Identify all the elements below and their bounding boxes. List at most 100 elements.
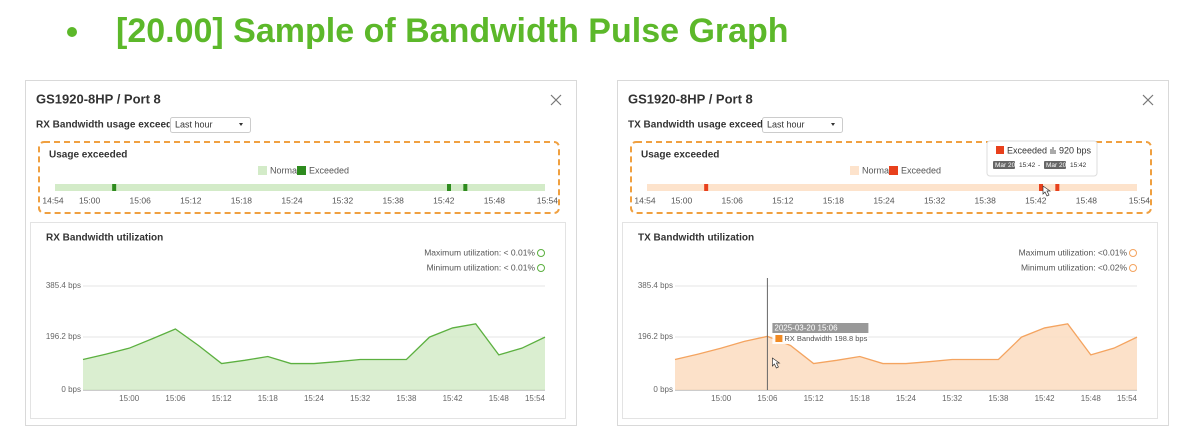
legend-swatch bbox=[889, 166, 898, 175]
close-button[interactable] bbox=[550, 94, 562, 106]
timeline-tick-label: 14:54 bbox=[42, 195, 64, 205]
tooltip-chip-text: 15:42 bbox=[1070, 162, 1087, 169]
tooltip-swatch bbox=[775, 335, 783, 342]
min-utilization: Minimum utilization: < 0.01% bbox=[427, 262, 536, 272]
timeline-tick-label: 15:24 bbox=[281, 195, 303, 205]
tooltip-value: 920 bps bbox=[1059, 145, 1092, 155]
legend-swatch bbox=[850, 166, 859, 175]
dropdown[interactable] bbox=[762, 117, 843, 133]
x-tick-label: 15:12 bbox=[804, 394, 825, 403]
y-tick-label: 0 bps bbox=[61, 385, 81, 394]
x-tick-label: 15:38 bbox=[988, 394, 1009, 403]
line bbox=[82, 323, 546, 365]
utilization-box bbox=[30, 222, 566, 419]
utilization-icon bbox=[1129, 264, 1137, 272]
utilization-icon bbox=[537, 264, 545, 272]
tooltip-swatch bbox=[996, 146, 1004, 154]
exceeded-mark bbox=[447, 184, 451, 191]
tooltip-header bbox=[772, 323, 869, 333]
utilization-title: RX Bandwidth utilization bbox=[46, 233, 163, 244]
area bbox=[675, 323, 1137, 390]
line bbox=[674, 323, 1138, 365]
timeline-tick-label: 15:00 bbox=[671, 195, 693, 205]
x-tick-label: 15:06 bbox=[757, 394, 778, 403]
timeline-tick-label: 15:12 bbox=[180, 195, 202, 205]
usage-title: Usage exceeded bbox=[49, 150, 127, 161]
filter-label: TX Bandwidth usage exceeded bbox=[628, 120, 775, 131]
dropdown-caret bbox=[239, 123, 243, 126]
dropdown-caret bbox=[831, 123, 835, 126]
exceeded-mark bbox=[1055, 184, 1060, 191]
tooltip-chip bbox=[1044, 161, 1066, 169]
tooltip-icon bbox=[1050, 147, 1056, 154]
panel-header: GS1920-8HP / Port 8 bbox=[628, 91, 753, 106]
x-tick-label: 15:42 bbox=[1035, 394, 1056, 403]
timeline-tick-label: 15:42 bbox=[1025, 195, 1047, 205]
tooltip-series: RX Bandwidth bbox=[784, 334, 832, 343]
y-tick-label: 196.2 bps bbox=[46, 332, 81, 341]
tooltip-chip-text: - bbox=[1038, 162, 1040, 169]
exceeded-mark bbox=[1039, 184, 1043, 191]
x-tick-label: 15:38 bbox=[396, 394, 417, 403]
timeline-tick-label: 15:38 bbox=[975, 195, 997, 205]
x-tick-label: 15:24 bbox=[896, 394, 917, 403]
x-tick-label: 15:54 bbox=[525, 394, 546, 403]
bullet bbox=[67, 27, 77, 37]
x-tick-label: 15:06 bbox=[165, 394, 186, 403]
usage-box bbox=[630, 141, 1152, 214]
timeline-tick-label: 15:18 bbox=[231, 195, 253, 205]
timeline-tick-label: 15:48 bbox=[484, 195, 506, 205]
x-tick-label: 15:48 bbox=[489, 394, 510, 403]
usage-box bbox=[38, 141, 560, 214]
timeline-tick-label: 15:00 bbox=[79, 195, 101, 205]
timeline-tick-label: 15:42 bbox=[433, 195, 455, 205]
tooltip-time: 2025-03-20 15:06 bbox=[774, 324, 838, 333]
usage-title: Usage exceeded bbox=[641, 150, 719, 161]
page-title: [20.00] Sample of Bandwidth Pulse Graph bbox=[116, 12, 789, 50]
y-tick-label: 385.4 bps bbox=[46, 281, 81, 290]
timeline-tick-label: 15:06 bbox=[722, 195, 744, 205]
timeline-tick-label: 15:06 bbox=[130, 195, 152, 205]
utilization-title: TX Bandwidth utilization bbox=[638, 233, 754, 244]
timeline-tick-label: 14:54 bbox=[634, 195, 656, 205]
x-tick-label: 15:18 bbox=[850, 394, 871, 403]
timeline-tick-label: 15:32 bbox=[924, 195, 946, 205]
timeline-tick-label: 15:54 bbox=[1129, 195, 1151, 205]
y-tick-label: 0 bps bbox=[653, 385, 673, 394]
utilization-icon bbox=[1129, 249, 1137, 257]
max-utilization: Maximum utilization: < 0.01% bbox=[424, 247, 535, 257]
filter-label: RX Bandwidth usage exceeded bbox=[36, 120, 184, 131]
utilization-icon bbox=[537, 249, 545, 257]
area bbox=[83, 323, 545, 390]
timeline-tick-label: 15:38 bbox=[383, 195, 405, 205]
x-tick-label: 15:32 bbox=[942, 394, 963, 403]
x-tick-label: 15:48 bbox=[1081, 394, 1102, 403]
min-utilization: Minimum utilization: <0.02% bbox=[1021, 262, 1128, 272]
exceeded-mark bbox=[463, 184, 468, 191]
tooltip-chip-text: 15:42 bbox=[1019, 162, 1036, 169]
close-button[interactable] bbox=[1142, 94, 1154, 106]
utilization-box bbox=[622, 222, 1158, 419]
timeline-tick-label: 15:12 bbox=[772, 195, 794, 205]
panel-header: GS1920-8HP / Port 8 bbox=[36, 91, 161, 106]
y-tick-label: 385.4 bps bbox=[638, 281, 673, 290]
exceeded-mark bbox=[704, 184, 709, 191]
tooltip-body bbox=[772, 333, 869, 344]
tooltip-label: Exceeded bbox=[1007, 145, 1047, 155]
legend-label: Exceeded bbox=[901, 165, 941, 175]
dropdown-value: Last hour bbox=[767, 119, 805, 129]
exceeded-mark bbox=[112, 184, 117, 191]
timeline-tick-label: 15:18 bbox=[823, 195, 845, 205]
dropdown[interactable] bbox=[170, 117, 251, 133]
timeline-bar bbox=[647, 184, 1137, 191]
legend-swatch bbox=[297, 166, 306, 175]
x-tick-label: 15:00 bbox=[119, 394, 140, 403]
y-tick-label: 196.2 bps bbox=[638, 332, 673, 341]
x-tick-label: 15:42 bbox=[443, 394, 464, 403]
tooltip-value: 198.8 bps bbox=[834, 334, 867, 343]
x-tick-label: 15:12 bbox=[212, 394, 233, 403]
x-tick-label: 15:54 bbox=[1117, 394, 1138, 403]
cursor bbox=[1042, 185, 1052, 197]
max-utilization: Maximum utilization: <0.01% bbox=[1019, 247, 1128, 257]
